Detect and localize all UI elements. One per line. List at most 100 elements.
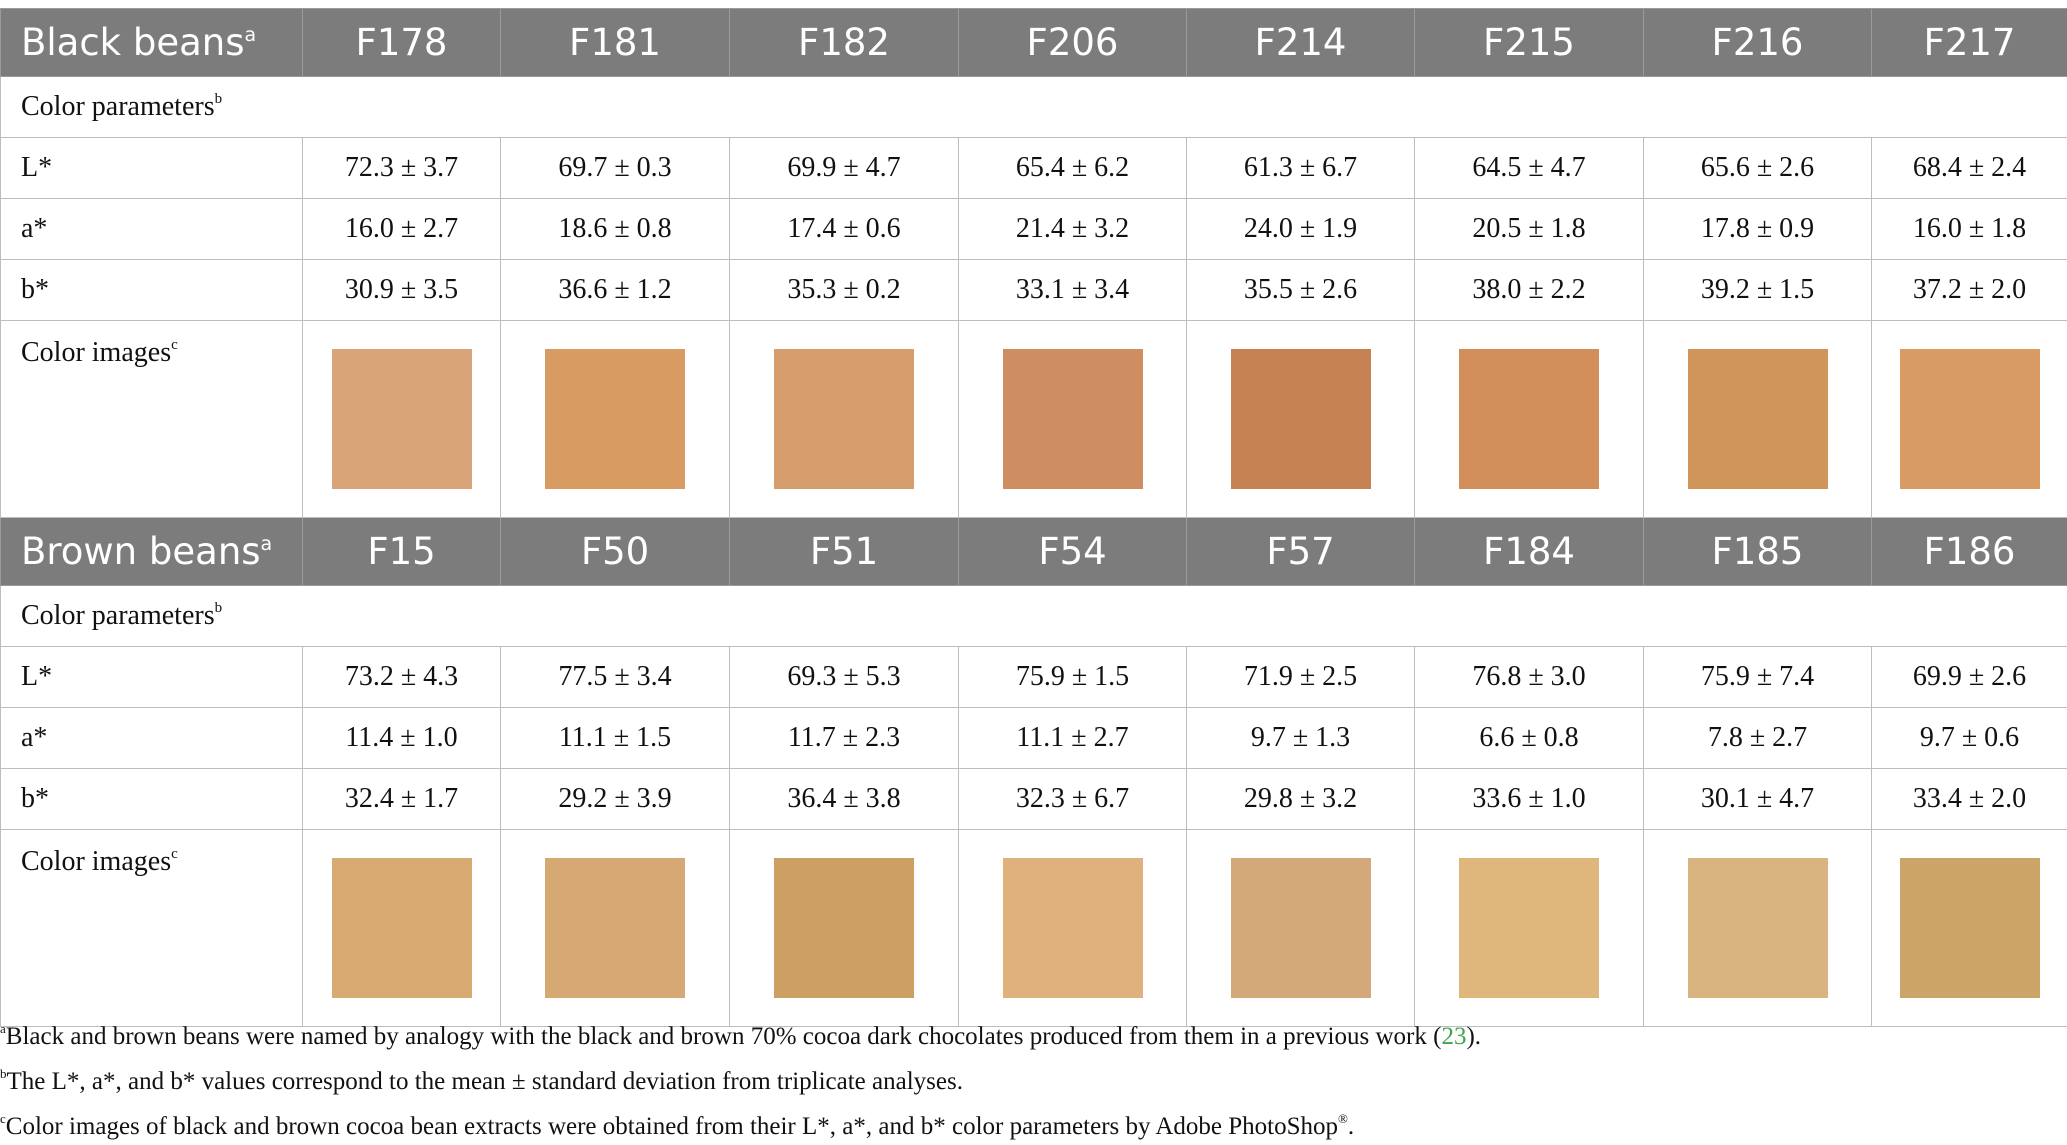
table-cell: 33.6 ± 1.0 — [1415, 769, 1644, 830]
table-cell: 30.1 ± 4.7 — [1644, 769, 1872, 830]
table-cell: 11.4 ± 1.0 — [303, 708, 501, 769]
table-cell: 36.6 ± 1.2 — [501, 260, 730, 321]
swatch-cell — [1187, 830, 1415, 1027]
color-swatch — [1231, 858, 1371, 998]
sample-header: F214 — [1187, 9, 1415, 77]
sample-header: F57 — [1187, 518, 1415, 586]
color-swatch — [1900, 349, 2040, 489]
color-swatch — [1003, 858, 1143, 998]
sample-header: F216 — [1644, 9, 1872, 77]
params-row: Color parametersb — [1, 77, 2067, 138]
group-label: Brown beansa — [1, 518, 303, 586]
table-cell: 29.2 ± 3.9 — [501, 769, 730, 830]
table-cell: 36.4 ± 3.8 — [730, 769, 959, 830]
swatch-cell — [501, 830, 730, 1027]
swatch-cell — [730, 830, 959, 1027]
row-label: a* — [1, 708, 303, 769]
swatch-cell — [1415, 830, 1644, 1027]
table-cell: 9.7 ± 0.6 — [1872, 708, 2067, 769]
row-label: b* — [1, 769, 303, 830]
table-cell: 33.4 ± 2.0 — [1872, 769, 2067, 830]
color-swatch — [1459, 349, 1599, 489]
table-cell: 6.6 ± 0.8 — [1415, 708, 1644, 769]
swatch-cell — [1644, 830, 1872, 1027]
color-swatch — [332, 858, 472, 998]
images-label: Color imagesc — [1, 830, 303, 1027]
sample-header: F182 — [730, 9, 959, 77]
table-cell: 17.4 ± 0.6 — [730, 199, 959, 260]
sample-header: F217 — [1872, 9, 2067, 77]
table-cell: 9.7 ± 1.3 — [1187, 708, 1415, 769]
color-images-row: Color imagesc — [1, 321, 2067, 518]
sample-header: F15 — [303, 518, 501, 586]
table-cell: 11.1 ± 1.5 — [501, 708, 730, 769]
swatch-cell — [1644, 321, 1872, 518]
sample-header: F50 — [501, 518, 730, 586]
table-cell: 61.3 ± 6.7 — [1187, 138, 1415, 199]
table-cell: 16.0 ± 2.7 — [303, 199, 501, 260]
sample-header: F184 — [1415, 518, 1644, 586]
table-cell: 65.6 ± 2.6 — [1644, 138, 1872, 199]
table-footnotes: aBlack and brown beans were named by ana… — [0, 1010, 2060, 1145]
footnote-c: cColor images of black and brown cocoa b… — [0, 1100, 2060, 1145]
table-cell: 37.2 ± 2.0 — [1872, 260, 2067, 321]
sample-header: F186 — [1872, 518, 2067, 586]
row-label: L* — [1, 647, 303, 708]
color-swatch — [545, 349, 685, 489]
table-cell: 77.5 ± 3.4 — [501, 647, 730, 708]
table-cell: 21.4 ± 3.2 — [959, 199, 1187, 260]
table-cell: 29.8 ± 3.2 — [1187, 769, 1415, 830]
table-cell: 69.9 ± 2.6 — [1872, 647, 2067, 708]
table-cell: 7.8 ± 2.7 — [1644, 708, 1872, 769]
group-label: Black beansa — [1, 9, 303, 77]
swatch-cell — [303, 830, 501, 1027]
swatch-cell — [959, 830, 1187, 1027]
swatch-cell — [1872, 321, 2067, 518]
table-cell: 17.8 ± 0.9 — [1644, 199, 1872, 260]
reference-link[interactable]: 23 — [1441, 1023, 1466, 1050]
table-cell: 75.9 ± 7.4 — [1644, 647, 1872, 708]
row-label: b* — [1, 260, 303, 321]
swatch-cell — [1187, 321, 1415, 518]
row-label: L* — [1, 138, 303, 199]
table-cell: 11.7 ± 2.3 — [730, 708, 959, 769]
table-cell: 24.0 ± 1.9 — [1187, 199, 1415, 260]
swatch-cell — [303, 321, 501, 518]
sample-header: F185 — [1644, 518, 1872, 586]
color-images-row: Color imagesc — [1, 830, 2067, 1027]
footnote-b: bThe L*, a*, and b* values correspond to… — [0, 1055, 2060, 1100]
table-cell: 32.3 ± 6.7 — [959, 769, 1187, 830]
color-swatch — [1900, 858, 2040, 998]
table-cell: 69.3 ± 5.3 — [730, 647, 959, 708]
row-label: a* — [1, 199, 303, 260]
table-cell: 30.9 ± 3.5 — [303, 260, 501, 321]
table-cell: 38.0 ± 2.2 — [1415, 260, 1644, 321]
color-swatch — [1688, 349, 1828, 489]
color-swatch — [332, 349, 472, 489]
table-cell: 68.4 ± 2.4 — [1872, 138, 2067, 199]
color-swatch — [774, 349, 914, 489]
sample-header: F181 — [501, 9, 730, 77]
swatch-cell — [501, 321, 730, 518]
sample-header: F215 — [1415, 9, 1644, 77]
table-cell: 65.4 ± 6.2 — [959, 138, 1187, 199]
params-label: Color parametersb — [1, 586, 2067, 647]
table-cell: 35.3 ± 0.2 — [730, 260, 959, 321]
sample-header: F206 — [959, 9, 1187, 77]
table-cell: 35.5 ± 2.6 — [1187, 260, 1415, 321]
table-cell: 18.6 ± 0.8 — [501, 199, 730, 260]
table-cell: 75.9 ± 1.5 — [959, 647, 1187, 708]
table-cell: 16.0 ± 1.8 — [1872, 199, 2067, 260]
color-swatch — [1688, 858, 1828, 998]
swatch-cell — [730, 321, 959, 518]
params-label: Color parametersb — [1, 77, 2067, 138]
table-cell: 64.5 ± 4.7 — [1415, 138, 1644, 199]
table-cell: 32.4 ± 1.7 — [303, 769, 501, 830]
